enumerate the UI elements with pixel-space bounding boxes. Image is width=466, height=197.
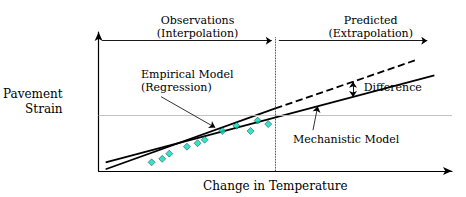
- svg-text:(Extrapolation): (Extrapolation): [328, 27, 412, 40]
- svg-text:Pavement: Pavement: [3, 87, 63, 101]
- svg-text:Observations: Observations: [161, 14, 235, 27]
- svg-text:Predicted: Predicted: [344, 14, 398, 27]
- svg-text:Strain: Strain: [25, 102, 63, 116]
- svg-text:(Regression): (Regression): [141, 81, 212, 94]
- svg-text:Difference: Difference: [364, 81, 422, 94]
- svg-text:Empirical Model: Empirical Model: [141, 68, 234, 81]
- svg-text:Mechanistic Model: Mechanistic Model: [293, 133, 400, 146]
- svg-text:(Interpolation): (Interpolation): [157, 27, 239, 40]
- svg-text:Change in Temperature: Change in Temperature: [203, 179, 347, 193]
